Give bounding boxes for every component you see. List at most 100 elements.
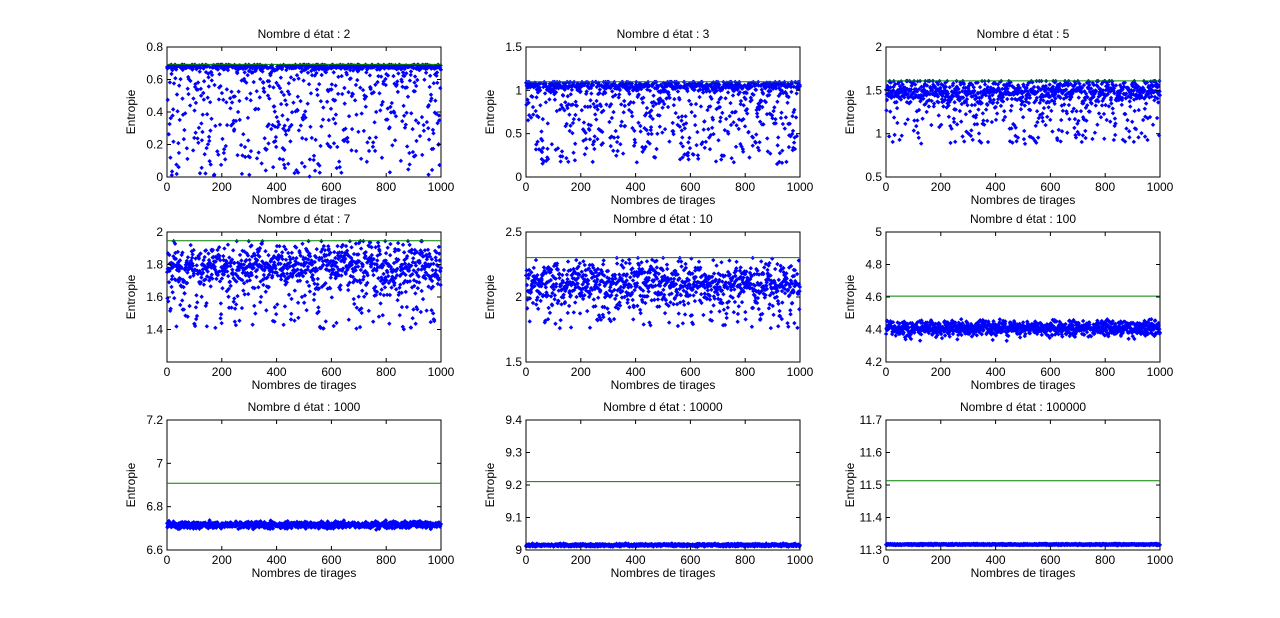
data-point [680, 135, 685, 140]
x-tick-label: 600 [321, 365, 341, 379]
plot-area [885, 46, 1161, 178]
data-point [174, 162, 179, 167]
data-point [789, 131, 795, 137]
data-point [660, 105, 665, 110]
data-point [618, 123, 624, 128]
data-point [539, 136, 544, 142]
data-point [202, 152, 207, 157]
x-tick-label: 1000 [787, 180, 814, 194]
data-point [583, 137, 589, 142]
data-point [168, 155, 173, 160]
data-point [900, 89, 905, 95]
data-point [367, 135, 372, 141]
data-point [284, 102, 289, 107]
data-point [191, 96, 196, 101]
data-point [352, 98, 358, 103]
data-point [406, 167, 411, 172]
data-point [199, 165, 204, 171]
data-point [901, 93, 906, 98]
data-point [566, 102, 571, 107]
data-point [381, 79, 386, 84]
data-point [775, 99, 780, 104]
data-point [434, 73, 439, 78]
data-point [235, 70, 240, 76]
data-point [789, 81, 795, 87]
data-point [685, 150, 691, 155]
chart-title: Nombre d état : 3 [617, 27, 710, 41]
data-point [739, 144, 744, 149]
data-point [598, 128, 603, 133]
data-point [336, 74, 341, 80]
data-point [299, 160, 305, 166]
data-point [710, 117, 716, 122]
data-point [583, 91, 589, 97]
data-point [568, 123, 573, 128]
data-point [574, 103, 580, 109]
data-point [783, 115, 789, 120]
data-point [188, 78, 193, 84]
data-point [187, 103, 193, 108]
data-point [167, 80, 173, 85]
data-point [920, 93, 926, 99]
data-point [598, 104, 604, 109]
data-point [412, 80, 417, 85]
data-point [208, 128, 213, 133]
data-point [736, 117, 742, 122]
data-point [168, 115, 173, 121]
data-point [888, 85, 893, 90]
data-point [404, 144, 410, 149]
data-point [622, 103, 627, 109]
data-point [728, 100, 733, 106]
data-point [757, 119, 763, 124]
data-point [176, 140, 181, 146]
data-point [551, 88, 557, 93]
data-point [784, 159, 789, 165]
data-point [229, 89, 234, 95]
data-point [341, 138, 347, 144]
data-point [914, 87, 919, 92]
data-point [884, 97, 890, 103]
data-point [687, 145, 693, 151]
data-point [206, 134, 212, 140]
data-point [431, 81, 436, 86]
data-point [373, 82, 378, 87]
data-point [546, 88, 551, 93]
data-point [623, 81, 629, 86]
data-point [656, 89, 661, 94]
data-point [328, 144, 333, 150]
data-point [659, 83, 664, 89]
data-point [437, 162, 442, 168]
data-point [735, 86, 740, 92]
data-point [738, 101, 743, 107]
data-point [303, 137, 309, 142]
data-point [591, 139, 597, 144]
data-point [531, 112, 536, 117]
data-point [295, 108, 300, 113]
data-point [171, 139, 176, 144]
data-point [656, 100, 662, 106]
data-point [696, 88, 701, 93]
data-point [428, 92, 434, 97]
data-point [237, 117, 242, 123]
data-point [581, 120, 587, 125]
data-point [908, 99, 913, 105]
data-point [574, 85, 579, 90]
data-point [388, 104, 393, 110]
x-tick-label: 400 [986, 180, 1006, 194]
data-point [597, 90, 602, 96]
data-point [277, 156, 282, 162]
data-point [283, 132, 289, 137]
data-point [759, 98, 764, 104]
data-point [657, 113, 662, 118]
data-point [709, 125, 715, 130]
data-point [660, 98, 666, 104]
data-point [920, 116, 925, 121]
data-point [752, 83, 757, 89]
data-point [888, 109, 893, 114]
data-point [773, 121, 778, 126]
data-point [616, 95, 621, 100]
data-point [926, 104, 932, 109]
data-point [764, 83, 769, 89]
